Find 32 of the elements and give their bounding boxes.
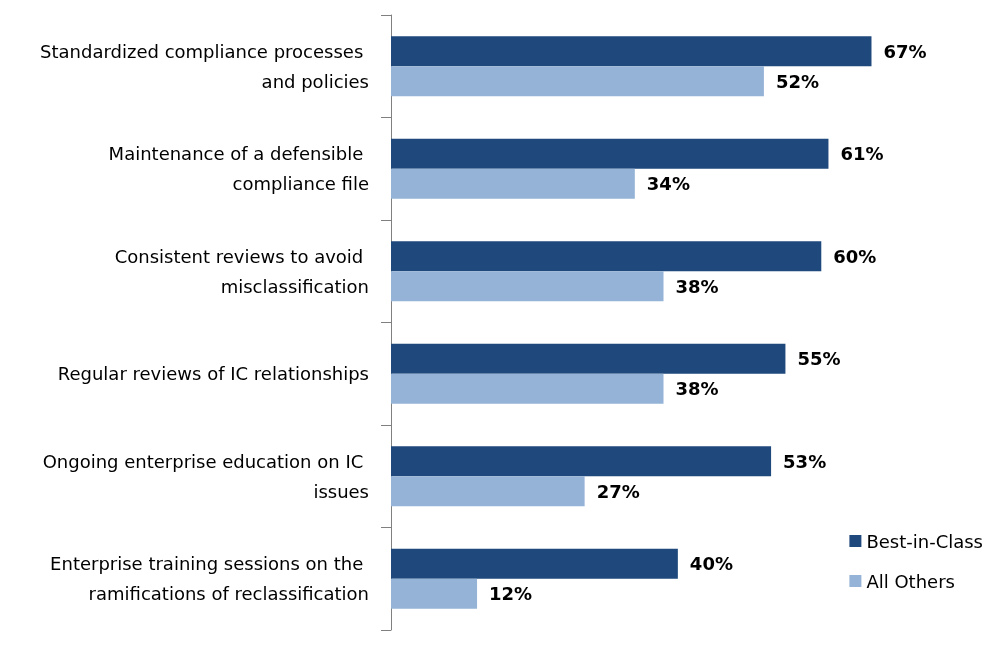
data-label: 38% <box>675 378 719 400</box>
y-tick-label: Consistent reviews to avoid misclassification <box>114 245 369 297</box>
bar <box>391 476 585 507</box>
bar <box>391 168 635 199</box>
bar <box>391 373 664 404</box>
data-label: 40% <box>689 553 733 575</box>
bar <box>391 578 478 609</box>
data-label: 60% <box>833 245 877 267</box>
data-label: 55% <box>797 348 841 370</box>
bar <box>391 66 764 97</box>
legend-label: Best-in-Class <box>866 530 984 552</box>
y-tick-label: Ongoing enterprise education on IC issues <box>42 450 369 502</box>
bar <box>391 446 772 477</box>
data-label: 34% <box>646 173 690 195</box>
data-label: 52% <box>775 70 820 92</box>
bar <box>391 138 829 169</box>
bar <box>391 241 822 272</box>
data-label: 53% <box>783 450 827 472</box>
data-label: 67% <box>883 40 927 62</box>
bar <box>391 548 678 579</box>
y-tick-label: Standardized compliance processes and policies <box>40 40 369 92</box>
bar <box>391 271 664 302</box>
y-tick-label: Enterprise training sessions on the ramifications of reclassification <box>50 553 369 605</box>
y-tick-label: Maintenance of a defensible compliance file <box>108 143 369 195</box>
bar <box>391 343 786 374</box>
data-label: 38% <box>675 275 719 297</box>
y-tick-label: Regular reviews of IC relationships <box>57 363 369 385</box>
data-label: 61% <box>840 143 884 165</box>
bar <box>391 36 872 67</box>
data-label: 12% <box>489 583 533 605</box>
legend-label: All Others <box>866 570 955 592</box>
data-label: 27% <box>596 480 640 502</box>
